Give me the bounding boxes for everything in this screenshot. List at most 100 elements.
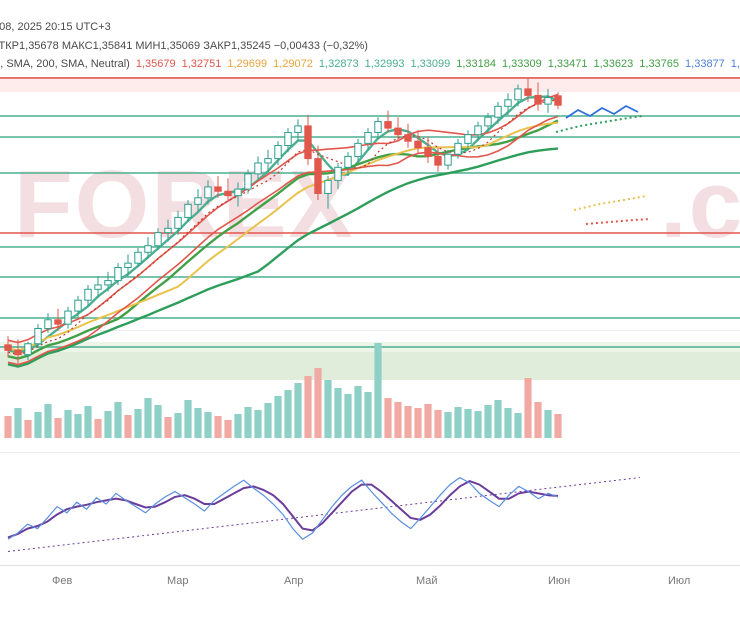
candle-body (394, 127, 402, 136)
volume-bar (504, 408, 512, 438)
candle-body (24, 343, 32, 356)
volume-bar (264, 403, 272, 438)
volume-bar (364, 392, 372, 438)
volume-bar (554, 414, 562, 438)
envelope-lower-line (7, 115, 559, 366)
candle-body (494, 105, 502, 118)
volume-bar (484, 405, 492, 438)
candle-body (424, 147, 432, 157)
candle-body (54, 319, 62, 325)
indicator-value-13: 1,33965 (730, 58, 740, 70)
volume-bar (434, 410, 442, 438)
candle-body (174, 216, 182, 229)
candle-body (554, 95, 562, 106)
volume-bar (454, 407, 462, 438)
indicator-value-2: 1,29699 (227, 58, 268, 70)
volume-bar (184, 400, 192, 438)
candle-body (124, 262, 132, 269)
indicator-value-12: 1,33877 (685, 58, 725, 70)
volume-bar (354, 386, 362, 438)
x-axis-tick-1: Мар (167, 575, 189, 587)
indicator-value-3: 1,29072 (273, 58, 313, 70)
volume-bar (374, 343, 382, 438)
candle-body (154, 232, 162, 247)
volume-bar (294, 383, 302, 438)
price-pane[interactable] (0, 72, 740, 402)
volume-bar (514, 413, 522, 438)
candle-body (384, 121, 392, 129)
candle-body (374, 121, 382, 133)
x-axis-tick-5: Июл (668, 575, 691, 587)
candle-body (354, 142, 362, 157)
indicator-value-11: 1,33765 (639, 58, 680, 70)
candle-body (214, 186, 222, 192)
candle-body (184, 203, 192, 218)
ohlc-readout: ОТКР1,35678 МАКС1,35841 МИН1,35069 ЗАКР1… (0, 40, 368, 52)
volume-pane[interactable] (0, 330, 740, 445)
volume-bar (534, 402, 542, 438)
x-axis-tick-4: Июн (548, 575, 571, 587)
candle-body (34, 328, 42, 345)
indicator-value-6: 1,33099 (410, 58, 451, 70)
forecast-yellow-dotted (573, 195, 647, 211)
candle-body (164, 227, 172, 234)
volume-bar (4, 416, 12, 438)
volume-bar (204, 412, 212, 438)
candle-body (484, 116, 492, 127)
ma-slow-line (7, 119, 559, 360)
volume-bar (164, 417, 172, 438)
candle-body (4, 344, 12, 351)
pane-divider-volume (0, 330, 740, 331)
volume-bar (284, 390, 292, 438)
candle-body (434, 155, 442, 166)
x-axis-tick-3: Май (416, 575, 438, 587)
pane-divider-oscillator (0, 452, 740, 453)
volume-bar (64, 410, 72, 438)
volume-bar (244, 407, 252, 438)
indicator-value-4: 1,32873 (318, 58, 359, 70)
indicator-value-1: 1,32751 (181, 58, 222, 70)
volume-bar (394, 402, 402, 438)
candle-body (314, 158, 322, 194)
volume-bar (214, 416, 222, 438)
oscillator-pane[interactable] (0, 455, 740, 565)
upper-band (0, 78, 740, 92)
candle-body (364, 131, 372, 144)
volume-bar (304, 376, 312, 438)
ma-fast-line (7, 95, 559, 354)
candle-body (444, 153, 452, 166)
time-axis: Фев Мар Апр Май Июн Июл (0, 565, 740, 596)
indicator-value-0: 1,35679 (135, 58, 176, 70)
indicator-value-9: 1,33471 (547, 58, 588, 70)
volume-bar (334, 388, 342, 438)
candle-body (44, 319, 52, 330)
volume-bar (254, 410, 262, 438)
volume-bar (524, 378, 532, 438)
volume-bar (474, 411, 482, 438)
volume-bar (234, 414, 242, 438)
volume-bar (34, 412, 42, 438)
indicator-legend: 00, SMA, 200, SMA, Neutral) 1,35679 1,3275… (0, 58, 740, 70)
dotted-red-line (7, 99, 559, 356)
ma-yellow-line (7, 121, 559, 352)
volume-bar (444, 412, 452, 438)
candle-body (334, 166, 342, 181)
volume-bar (134, 409, 142, 438)
volume-bar (174, 413, 182, 438)
candle-body (94, 284, 102, 290)
indicator-value-8: 1,33309 (501, 58, 542, 70)
indicator-value-7: 1,33184 (456, 58, 496, 70)
oscillator-k-line (7, 476, 559, 540)
volume-bar (344, 394, 352, 438)
chart-datetime-label: н 08, 2025 20:15 UTC+3 (0, 21, 111, 33)
candle-body (524, 88, 532, 96)
volume-bar (314, 368, 322, 438)
volume-bar (144, 398, 152, 438)
candle-body (234, 188, 242, 197)
candle-body (544, 97, 552, 105)
candle-body (274, 145, 282, 160)
volume-bar (94, 419, 102, 438)
x-axis-tick-0: Фев (52, 575, 73, 587)
watermark-left: R FOREX (0, 150, 654, 260)
